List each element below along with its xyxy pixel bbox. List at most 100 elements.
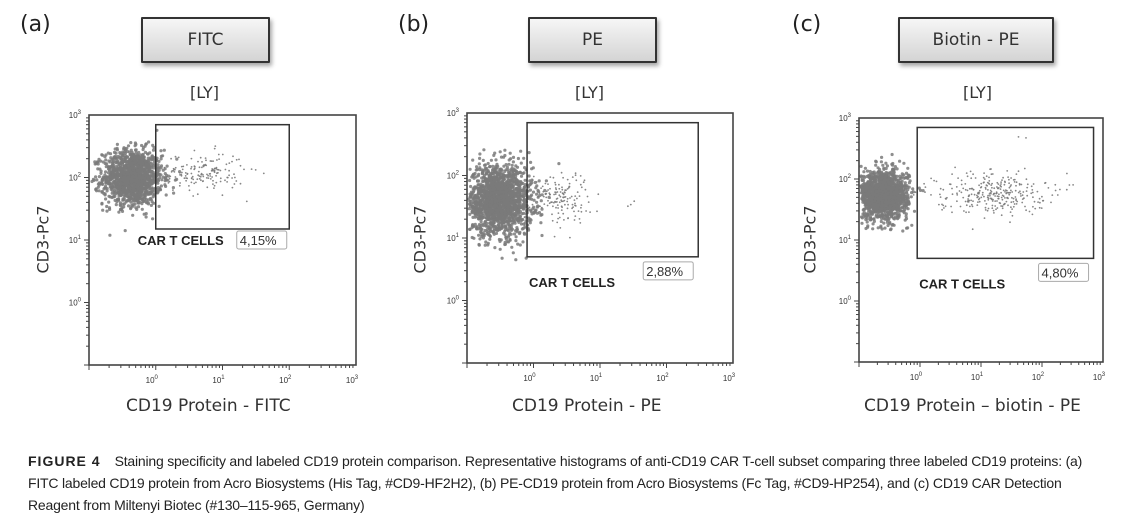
panel-b-event-point (474, 168, 478, 172)
panel-a-event-point (172, 191, 176, 195)
panel-a-event-point (131, 199, 135, 203)
panel-a-event-point (115, 142, 119, 146)
panel-a-event-point (192, 178, 195, 181)
panel-a-event-point (164, 184, 168, 188)
panel-b-event-point (564, 191, 566, 194)
panel-a-event-point (100, 202, 104, 206)
panel-b-event-point (503, 169, 507, 173)
panel-c-event-point (881, 163, 885, 167)
panel-a-event-point (140, 207, 144, 211)
panel-b-event-point (540, 187, 542, 190)
panel-b-title: [LY] (575, 83, 605, 102)
panel-a-event-point (147, 140, 151, 144)
panel-a-event-point (228, 162, 231, 165)
panel-a-xlabel: CD19 Protein - FITC (126, 396, 291, 416)
panel-b-event-point (510, 163, 514, 167)
panel-a-header: FITC (141, 17, 270, 63)
panel-b-event-point (504, 192, 508, 196)
panel-b-event-point (491, 164, 495, 168)
panel-a-event-point (97, 175, 101, 179)
panel-c-event-point (862, 170, 866, 174)
panel-c-event-point (902, 184, 907, 188)
panel-b-event-point (483, 166, 487, 170)
panel-a-event-point (134, 150, 138, 155)
panel-a-event-point (148, 157, 152, 161)
panel-b-event-point (574, 215, 577, 218)
panel-b-event-point (527, 174, 531, 178)
panel-b-event-point (523, 166, 527, 170)
panel-a-event-point (199, 156, 202, 159)
panel-b-event-point (488, 237, 492, 241)
panel-b-event-point (512, 232, 517, 236)
panel-a-event-point (122, 178, 126, 182)
panel-a-event-point (171, 186, 175, 190)
panel-a-event-point (170, 157, 173, 160)
panel-b-event-point (513, 198, 518, 202)
panel-a-event-point (157, 159, 161, 163)
panel-b-event-point (506, 207, 510, 212)
panel-a-letter: (a) (20, 12, 51, 37)
panel-a-event-point (169, 175, 172, 178)
panel-a-event-point (117, 210, 121, 214)
panel-b-event-point (500, 210, 504, 214)
panel-a-event-point (149, 198, 153, 202)
panel-b-event-point (498, 184, 503, 188)
panel-b-event-point (531, 203, 534, 206)
panel-b-event-point (476, 202, 480, 206)
panel-c-event-point (892, 200, 896, 204)
panel-c-event-point (868, 215, 873, 219)
panel-c-event-point (884, 214, 888, 218)
panel-c-event-point (887, 212, 891, 216)
panel-a-event-point (199, 175, 202, 178)
panel-a-event-point (138, 175, 142, 179)
panel-b-event-point (574, 195, 577, 198)
panel-b-event-point (511, 160, 515, 164)
panel-c-event-point (898, 159, 902, 163)
panel-b-event-point (532, 205, 536, 209)
panel-a-event-point (186, 164, 188, 166)
panel-a-event-point (99, 171, 103, 175)
panel-a-event-point (157, 204, 161, 208)
panel-b-event-point (542, 190, 545, 193)
panel-a-event-point (201, 166, 203, 169)
panel-a-event-point (186, 172, 189, 175)
panel-c-event-point (880, 205, 884, 209)
panel-a-event-point (226, 176, 229, 179)
panel-b-event-point (571, 203, 574, 206)
panel-a-event-point (226, 181, 229, 183)
panel-a-event-point (234, 176, 236, 179)
panel-b-event-point (573, 210, 575, 213)
panel-b-event-point (562, 212, 565, 215)
panel-a-event-point (146, 175, 150, 179)
panel-b-event-point (549, 193, 551, 196)
panel-c-event-point (902, 209, 906, 213)
panel-b-event-point (528, 206, 531, 209)
panel-b-event-point (478, 168, 482, 172)
panel-b-event-point (503, 228, 508, 232)
panel-a-event-point (174, 155, 177, 158)
panel-a-event-point (107, 206, 112, 210)
panel-a-event-point (123, 229, 127, 233)
panel-b-event-point (557, 207, 559, 209)
panel-b-event-point (523, 216, 526, 219)
panel-b-event-point (485, 193, 489, 198)
panel-b-event-point (566, 207, 569, 210)
panel-a-event-point (128, 153, 132, 157)
panel-b-event-point (467, 197, 471, 201)
panel-c-event-point (911, 190, 916, 194)
panel-a-event-point (123, 164, 127, 168)
panel-b-event-point (498, 247, 502, 251)
panel-b-event-point (483, 243, 487, 247)
panel-b-event-point (553, 235, 556, 238)
panel-a-event-point (158, 175, 162, 180)
panel-a-event-point (105, 209, 109, 213)
panel-c-event-point (868, 169, 872, 174)
panel-a-event-point (133, 144, 137, 148)
panel-b-event-point (629, 203, 632, 206)
panel-b-event-point (563, 219, 565, 221)
panel-b-event-point (468, 212, 472, 216)
panel-b-event-point (511, 211, 516, 215)
panel-b-event-point (517, 187, 522, 191)
panel-b-event-point (521, 188, 525, 192)
panel-a-event-point (101, 208, 105, 212)
